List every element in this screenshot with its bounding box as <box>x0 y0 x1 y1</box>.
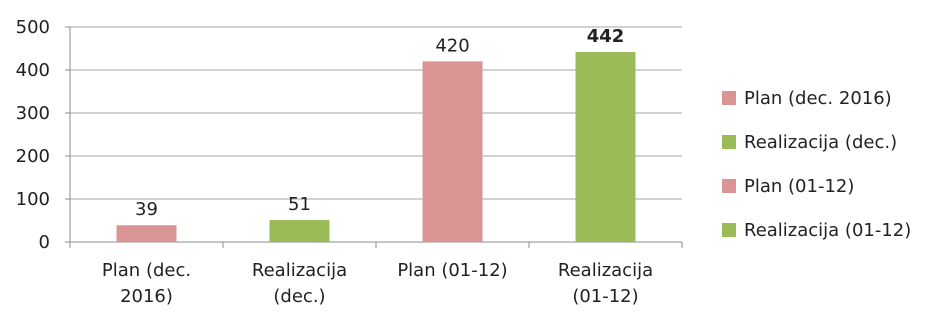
legend-swatch <box>722 91 736 105</box>
data-label: 442 <box>587 26 625 47</box>
legend-label: Plan (01-12) <box>744 176 854 197</box>
legend-label: Realizacija (dec.) <box>744 132 897 153</box>
legend: Plan (dec. 2016) Realizacija (dec.) Plan (… <box>722 88 911 241</box>
data-label: 39 <box>135 199 158 220</box>
bar <box>116 225 177 242</box>
x-category-label: Realizacija <box>558 260 653 281</box>
x-category-label: (dec.) <box>273 286 325 307</box>
x-category-label: 2016) <box>120 286 173 307</box>
x-category-label: Plan (dec. <box>102 260 191 281</box>
data-labels: 39 51 420 442 <box>135 26 624 220</box>
legend-label: Realizacija (01-12) <box>744 220 911 241</box>
bar <box>575 51 636 242</box>
legend-label: Plan (dec. 2016) <box>744 88 892 109</box>
legend-swatch <box>722 179 736 193</box>
legend-swatch <box>722 223 736 237</box>
y-tick-label: 0 <box>39 232 50 253</box>
y-tick-label: 300 <box>16 103 50 124</box>
y-tick-label: 200 <box>16 146 50 167</box>
bars <box>116 51 636 243</box>
legend-swatch <box>722 135 736 149</box>
y-tick-label: 500 <box>16 17 50 38</box>
x-category-label: Plan (01-12) <box>397 260 507 281</box>
x-category-label: Realizacija <box>252 260 347 281</box>
bar <box>269 220 330 242</box>
y-tick-label: 100 <box>16 189 50 210</box>
x-category-label: (01-12) <box>572 286 638 307</box>
data-label: 51 <box>288 194 311 215</box>
x-axis-categories: Plan (dec. 2016) Realizacija (dec.) Plan (01… <box>102 260 653 307</box>
data-label: 420 <box>435 35 469 56</box>
y-axis-ticks: 0 100 200 300 400 500 <box>16 17 50 253</box>
y-tick-label: 400 <box>16 60 50 81</box>
bar <box>422 61 483 243</box>
